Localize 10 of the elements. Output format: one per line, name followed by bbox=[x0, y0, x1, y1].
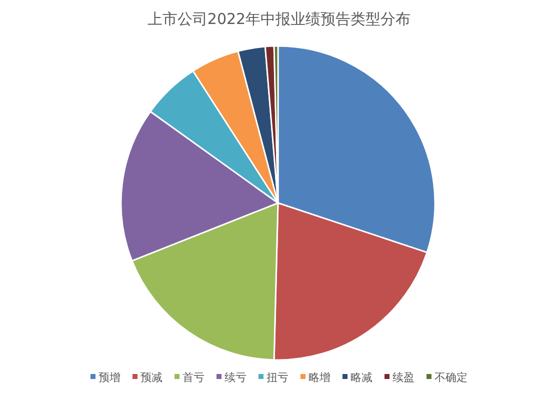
legend-label: 预减 bbox=[140, 371, 162, 384]
legend-label: 略减 bbox=[350, 371, 372, 384]
legend-label: 略增 bbox=[308, 371, 330, 384]
legend-label: 首亏 bbox=[182, 371, 204, 384]
chart-title: 上市公司2022年中报业绩预告类型分布 bbox=[147, 10, 411, 28]
legend-label: 续盈 bbox=[392, 371, 414, 384]
legend-label: 扭亏 bbox=[266, 371, 288, 384]
legend-label: 预增 bbox=[98, 371, 120, 384]
legend-label: 不确定 bbox=[434, 371, 468, 384]
legend-label: 续亏 bbox=[224, 371, 246, 384]
